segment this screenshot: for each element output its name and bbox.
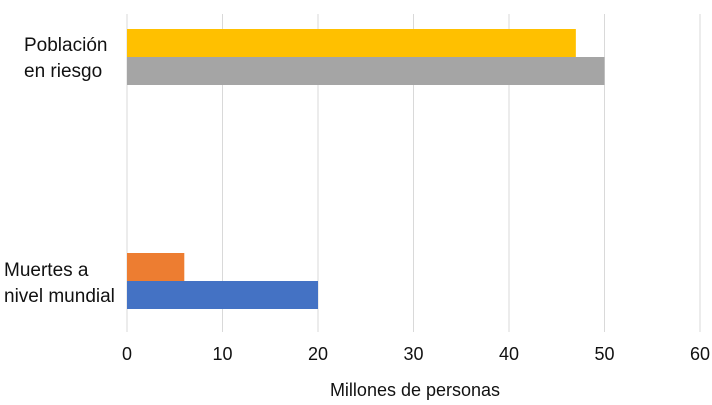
- x-tick-label: 0: [122, 344, 132, 364]
- bar: [127, 57, 605, 85]
- category-label: Población en riesgo: [24, 35, 107, 82]
- bars: [127, 29, 605, 309]
- x-tick-label: 10: [212, 344, 232, 364]
- category-label: Muertes a nivel mundial: [4, 260, 115, 307]
- category-labels: Población en riesgo Muertes a nivel mundial: [4, 35, 115, 307]
- x-tick-labels: 0 10 20 30 40 50 60: [122, 344, 710, 364]
- x-tick-label: 30: [403, 344, 423, 364]
- x-tick-label: 60: [690, 344, 710, 364]
- x-axis-title: Millones de personas: [330, 380, 500, 400]
- bar: [127, 253, 185, 281]
- x-tick-label: 40: [499, 344, 519, 364]
- x-tick-label: 20: [308, 344, 328, 364]
- bar: [127, 29, 576, 57]
- bar: [127, 281, 318, 309]
- x-tick-label: 50: [594, 344, 614, 364]
